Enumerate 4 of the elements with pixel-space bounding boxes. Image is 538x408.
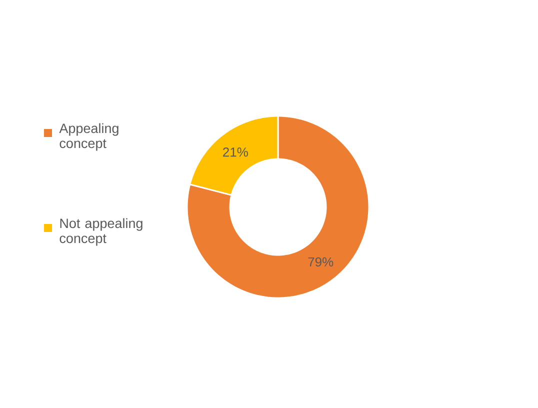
data-label: 79% [308,257,334,267]
data-label: 21% [223,148,248,157]
legend-label: Not appealing concept [60,218,142,246]
legend-label: Appealing concept [59,123,118,151]
